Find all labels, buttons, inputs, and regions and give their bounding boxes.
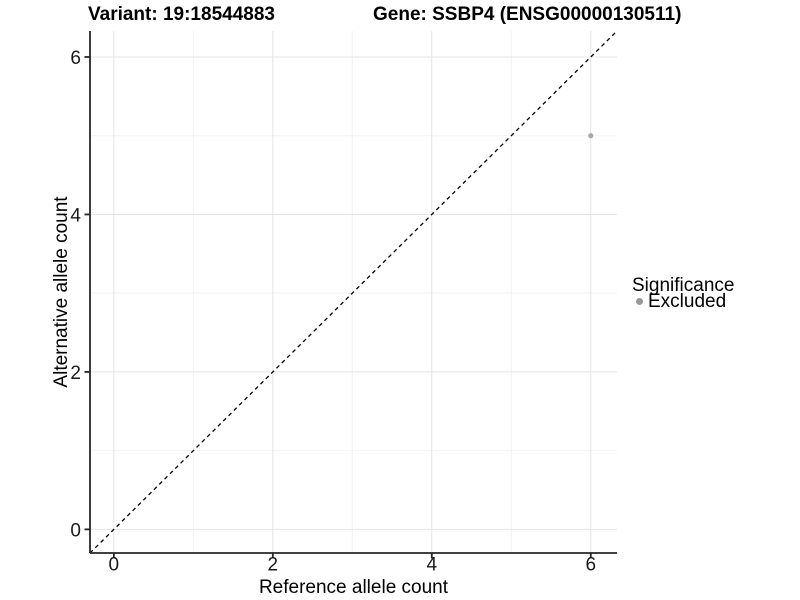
y-tick-label: 4 — [70, 205, 81, 226]
x-axis-title: Reference allele count — [259, 577, 449, 598]
identity-reference-line — [89, 30, 618, 554]
y-tick-label: 6 — [70, 48, 81, 69]
x-tick-label: 6 — [585, 555, 596, 576]
x-tick-label: 4 — [427, 555, 438, 576]
legend-point-icon — [636, 298, 643, 305]
legend-title: Significance — [632, 275, 735, 296]
data-point-excluded — [588, 133, 594, 139]
x-tick-label: 0 — [109, 555, 120, 576]
y-tick-label: 0 — [70, 520, 81, 541]
y-tick-label: 2 — [70, 363, 81, 384]
x-tick-label: 2 — [268, 555, 279, 576]
gene-title: Gene: SSBP4 (ENSG00000130511) — [373, 4, 682, 25]
legend-item-excluded: Excluded — [632, 292, 726, 311]
legend-item-label: Excluded — [648, 291, 727, 312]
y-axis-title: Alternative allele count — [51, 196, 72, 388]
variant-title: Variant: 19:18544883 — [88, 4, 275, 25]
